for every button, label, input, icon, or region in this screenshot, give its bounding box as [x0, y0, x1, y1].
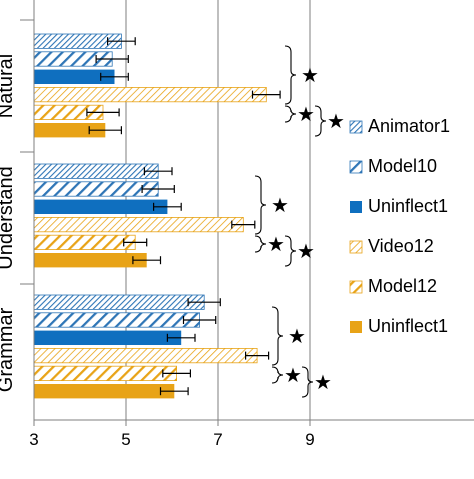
bracket: [284, 105, 297, 123]
bracket: [301, 366, 314, 398]
bar-video12-understand: [33, 216, 244, 233]
bar-video12-natural: [33, 87, 267, 103]
bar-video12-grammar: [33, 347, 258, 364]
significance-star: ★: [267, 234, 285, 256]
legend-swatch: [349, 240, 363, 254]
significance-star: ★: [327, 111, 345, 133]
significance-star: ★: [297, 104, 315, 126]
bar-uninflect1-understand: [34, 253, 147, 268]
legend-swatch: [350, 321, 362, 333]
bar-model12-understand: [33, 234, 136, 250]
bar-model12-grammar: [33, 365, 178, 382]
significance-star: ★: [297, 241, 315, 263]
bar-model10-understand: [33, 181, 159, 197]
legend-swatch: [349, 120, 363, 134]
bracket: [271, 306, 284, 366]
bracket: [254, 175, 267, 235]
legend-label: Model10: [368, 156, 437, 176]
bar-model10-grammar: [33, 312, 201, 328]
significance-star: ★: [284, 365, 302, 387]
legend-label: Model12: [368, 276, 437, 296]
bar-uninflect1-understand: [34, 199, 168, 214]
significance-star: ★: [314, 372, 332, 394]
legend-swatch: [349, 160, 363, 174]
x-tick-label: 3: [29, 430, 38, 449]
bar-animator1-grammar: [33, 294, 205, 310]
bar-uninflect1-grammar: [34, 330, 182, 345]
legend-swatch: [349, 280, 363, 294]
bar-uninflect1-grammar: [34, 384, 175, 399]
group-label-understand: Understand: [0, 166, 17, 269]
legend-label: Uninflect1: [368, 196, 448, 216]
bracket: [254, 235, 267, 253]
group-label-natural: Natural: [0, 54, 17, 118]
bar-animator1-understand: [33, 163, 159, 179]
significance-star: ★: [288, 326, 306, 348]
group-label-grammar: Grammar: [0, 307, 17, 392]
legend-label: Video12: [368, 236, 434, 256]
significance-star: ★: [271, 195, 289, 217]
bracket: [314, 105, 327, 137]
significance-star: ★: [301, 65, 319, 87]
legend-label: Uninflect1: [368, 316, 448, 336]
bracket: [284, 235, 297, 267]
bar-uninflect1-natural: [34, 69, 115, 84]
x-tick-label: 9: [305, 430, 314, 449]
bar-uninflect1-natural: [34, 123, 106, 138]
legend-swatch: [350, 201, 362, 213]
x-tick-label: 7: [213, 430, 222, 449]
bracket: [284, 45, 297, 105]
x-tick-label: 5: [121, 430, 130, 449]
bracket: [271, 366, 284, 384]
legend-label: Animator1: [368, 116, 450, 136]
